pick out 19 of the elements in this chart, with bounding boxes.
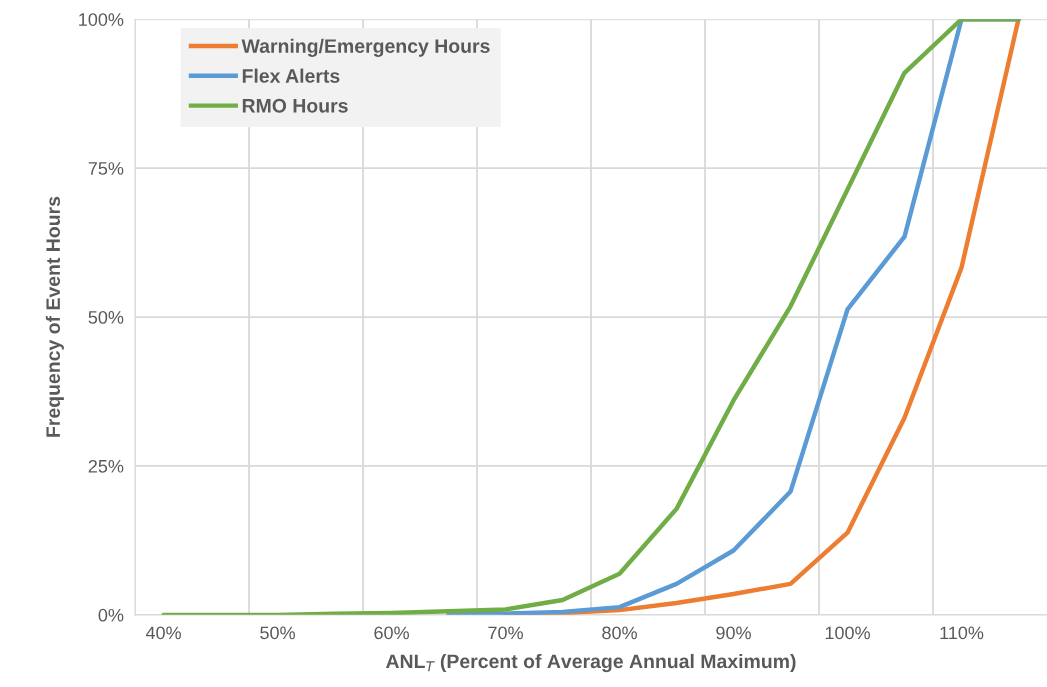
y-tick-label: 25% [88,459,124,473]
x-tick-label: 110% [940,626,984,640]
x-tick-label: 50% [260,626,295,640]
legend-label: Flex Alerts [242,68,340,83]
y-tick-label: 100% [79,13,124,26]
x-tick-label: 70% [488,626,523,640]
x-tick-label: 100% [825,626,870,640]
legend-label: Warning/Emergency Hours [241,38,490,57]
y-tick-label: 50% [88,310,124,324]
x-axis-title: ANL$_{T}$ (Percent of Average Annual Maximum) [385,653,796,673]
line-series [161,19,1021,615]
y-axis-title: Frequency of Event Hours [45,196,64,437]
x-tick-label: 60% [374,626,409,640]
x-tick-label: 40% [145,626,181,640]
x-tick-label: 80% [602,626,637,640]
y-tick-label: 75% [88,162,124,175]
y-tick-label: 0% [98,608,124,622]
legend-label: RMO Hours [242,98,348,113]
x-tick-label: 90% [716,626,751,640]
